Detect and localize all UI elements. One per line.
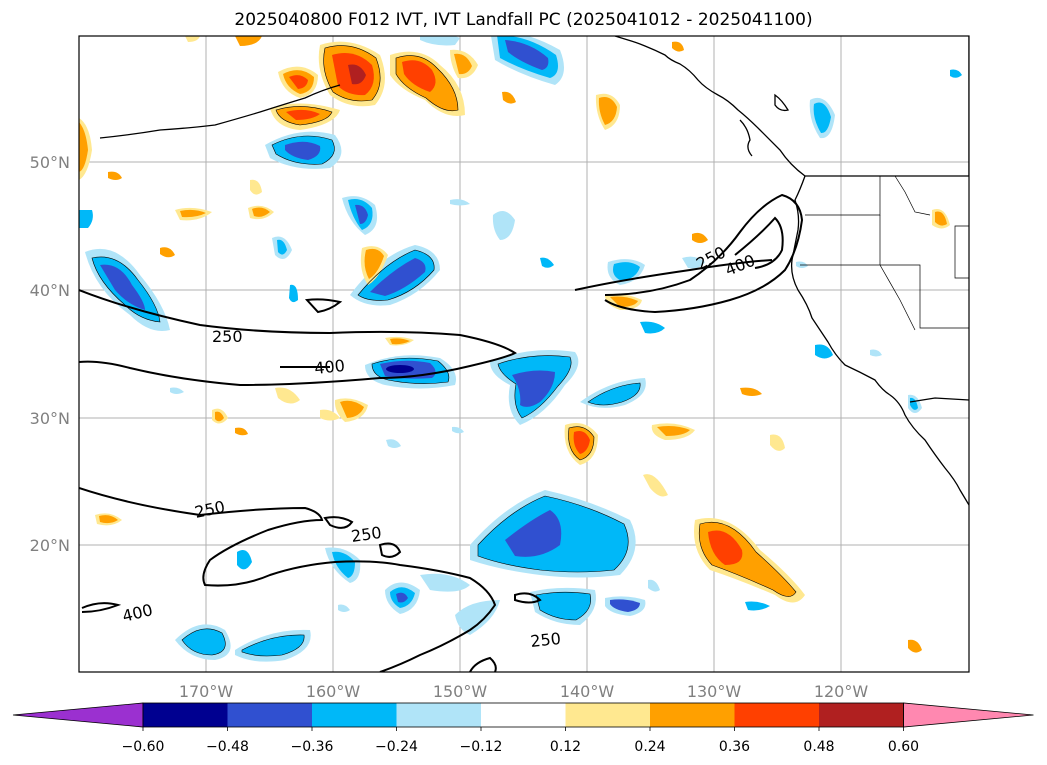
lon-label: 120°W — [814, 682, 869, 701]
contour-label-250-a: 250 — [212, 327, 243, 346]
colorbar-extend-low — [12, 702, 144, 728]
colorbar-tick-label: −0.24 — [375, 739, 418, 755]
colorbar-tick-label: 0.36 — [719, 739, 750, 755]
colorbar-segment — [396, 703, 482, 727]
colorbar-segment — [312, 703, 397, 727]
map-title: 2025040800 F012 IVT, IVT Landfall PC (20… — [234, 10, 813, 30]
lat-tick-labels: 50°N 40°N 30°N 20°N — [30, 153, 70, 555]
lat-label: 30°N — [30, 409, 70, 428]
colorbar-segment — [227, 703, 313, 727]
lon-label: 170°W — [179, 682, 234, 701]
colorbar-extend-high — [903, 702, 1034, 728]
lon-label: 150°W — [433, 682, 488, 701]
contour-label-400-a: 400 — [313, 356, 345, 378]
lon-label: 130°W — [687, 682, 742, 701]
colorbar-tick-label: 0.48 — [803, 739, 834, 755]
colorbar-tick-label: −0.48 — [206, 739, 249, 755]
positive-ivt-regions — [79, 36, 950, 653]
plot-frame — [78, 35, 970, 673]
colorbar-tick-label: 0.60 — [888, 739, 919, 755]
colorbar-segment — [143, 703, 228, 727]
contour-label-250-e: 250 — [529, 629, 561, 651]
colorbar-tick-label: −0.36 — [291, 739, 334, 755]
colorbar-tick-label: 0.12 — [550, 739, 581, 755]
lon-label: 160°W — [306, 682, 361, 701]
colorbar-tick-label: −0.60 — [122, 739, 165, 755]
ivt-contours — [79, 193, 804, 672]
region-outlines — [91, 45, 797, 657]
colorbar-segment — [481, 703, 566, 727]
lat-label: 50°N — [30, 153, 70, 172]
lat-label: 20°N — [30, 536, 70, 555]
colorbar-segment — [734, 703, 820, 727]
colorbar-segment — [819, 703, 904, 727]
lat-label: 40°N — [30, 281, 70, 300]
colorbar-tick-label: 0.24 — [634, 739, 665, 755]
lon-label: 140°W — [560, 682, 615, 701]
colorbar: −0.60 −0.48 −0.36 −0.24 −0.12 0.12 0.24 0.36 0.4… — [12, 702, 1034, 755]
colorbar-tick-label: −0.12 — [460, 739, 503, 755]
colorbar-segment — [650, 703, 735, 727]
state-borders — [800, 175, 969, 331]
colorbar-outline — [142, 702, 904, 728]
lon-tick-labels: 170°W 160°W 150°W 140°W 130°W 120°W — [179, 682, 869, 701]
colorbar-segment — [565, 703, 651, 727]
contour-label-250-d: 250 — [350, 523, 383, 546]
negative-ivt-regions — [79, 36, 962, 662]
